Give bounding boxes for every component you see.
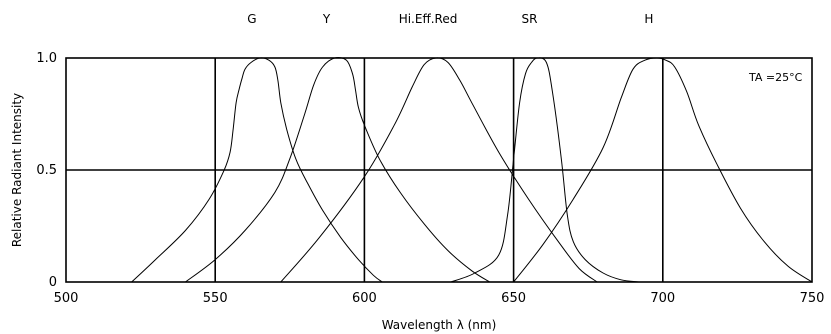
- grid-lines: [66, 58, 812, 282]
- y-tick-label: 0.5: [36, 163, 57, 178]
- temperature-annotation: TA =25°C: [748, 71, 803, 84]
- x-tick-label: 600: [352, 291, 377, 306]
- x-tick-label: 550: [203, 291, 228, 306]
- tick-labels: 500 550 600 650 700 750 0 0.5 1.0: [36, 51, 824, 306]
- plot-frame: [65, 57, 813, 283]
- x-tick-label: 500: [54, 291, 79, 306]
- series-y-curve: [185, 57, 490, 283]
- series-labels: G Y Hi.Eff.Red SR H: [247, 12, 653, 26]
- x-axis-title: Wavelength λ (nm): [382, 318, 497, 332]
- y-tick-label: 1.0: [36, 51, 57, 66]
- series-g-label: G: [247, 12, 256, 26]
- x-tick-label: 650: [501, 291, 526, 306]
- x-tick-label: 700: [650, 291, 675, 306]
- series-y-label: Y: [322, 12, 331, 26]
- series-h-curve: [513, 57, 813, 283]
- series-hi-eff-red-curve: [280, 57, 598, 283]
- y-axis-title: Relative Radiant Intensity: [10, 93, 24, 247]
- series-sr-label: SR: [521, 12, 537, 26]
- y-tick-label: 0: [49, 275, 57, 290]
- x-tick-label: 750: [800, 291, 825, 306]
- series-h-label: H: [644, 12, 653, 26]
- series-hi-eff-red-label: Hi.Eff.Red: [399, 12, 458, 26]
